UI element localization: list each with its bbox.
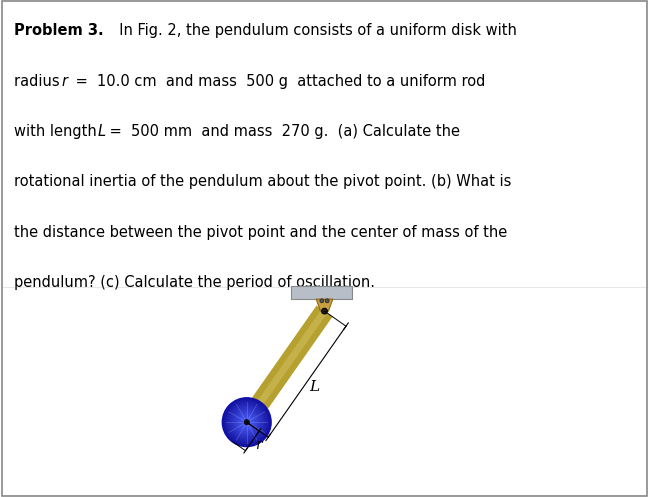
Circle shape (227, 402, 267, 442)
Circle shape (240, 416, 253, 428)
Circle shape (235, 410, 259, 434)
Circle shape (228, 403, 266, 441)
Circle shape (233, 409, 260, 436)
Circle shape (322, 308, 327, 314)
Circle shape (236, 411, 258, 433)
Text: L: L (98, 124, 106, 139)
Circle shape (325, 299, 329, 303)
Circle shape (234, 410, 260, 435)
Circle shape (239, 415, 254, 429)
Circle shape (230, 406, 263, 438)
Circle shape (243, 418, 251, 426)
Circle shape (228, 404, 265, 441)
Text: the distance between the pivot point and the center of mass of the: the distance between the pivot point and… (14, 225, 508, 240)
Text: pendulum? (c) Calculate the period of oscillation.: pendulum? (c) Calculate the period of os… (14, 275, 375, 290)
Bar (291, 286, 352, 299)
Circle shape (226, 402, 267, 443)
Text: Problem 3.: Problem 3. (14, 23, 104, 38)
Circle shape (320, 299, 324, 303)
Circle shape (244, 420, 249, 424)
Circle shape (245, 420, 249, 424)
Circle shape (239, 414, 255, 430)
Text: radius: radius (14, 74, 64, 88)
Text: =  500 mm  and mass  270 g.  (a) Calculate the: = 500 mm and mass 270 g. (a) Calculate t… (105, 124, 460, 139)
Text: rotational inertia of the pendulum about the pivot point. (b) What is: rotational inertia of the pendulum about… (14, 174, 511, 189)
Circle shape (225, 401, 269, 444)
Circle shape (223, 398, 271, 446)
Circle shape (225, 400, 269, 445)
Text: =  10.0 cm  and mass  500 g  attached to a uniform rod: = 10.0 cm and mass 500 g attached to a u… (71, 74, 485, 88)
Text: r: r (62, 74, 67, 88)
Circle shape (242, 417, 252, 427)
Circle shape (232, 407, 262, 437)
Text: r: r (255, 438, 262, 452)
Circle shape (229, 405, 264, 440)
Circle shape (223, 399, 270, 445)
Text: L: L (309, 380, 319, 394)
Circle shape (243, 419, 250, 425)
Circle shape (241, 416, 252, 428)
Circle shape (230, 406, 263, 439)
Circle shape (238, 414, 256, 431)
Text: with length: with length (14, 124, 102, 139)
Circle shape (232, 408, 261, 437)
Polygon shape (316, 299, 333, 311)
Circle shape (246, 421, 247, 423)
Circle shape (244, 419, 249, 425)
Text: In Fig. 2, the pendulum consists of a uniform disk with: In Fig. 2, the pendulum consists of a un… (110, 23, 517, 38)
Circle shape (236, 412, 257, 432)
Circle shape (237, 413, 256, 432)
